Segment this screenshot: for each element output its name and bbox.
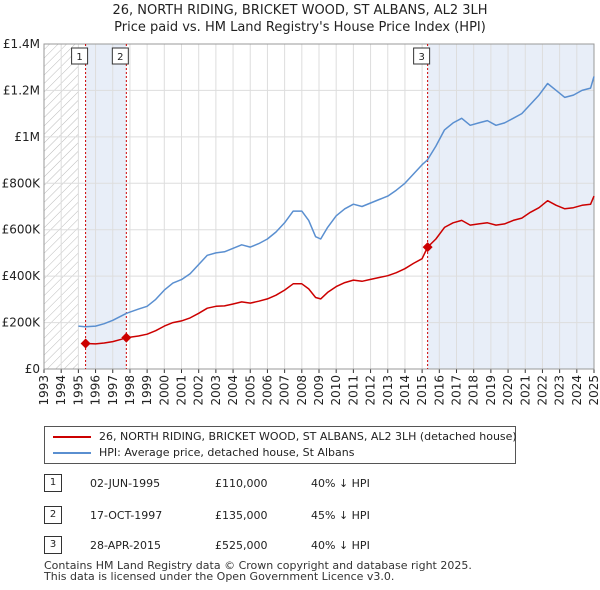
y-tick-label: £1.2M	[3, 83, 40, 97]
x-tick-label: 2013	[381, 375, 395, 406]
x-tick-label: 2016	[432, 375, 446, 406]
transaction-date: 02-JUN-1995	[90, 477, 161, 490]
transaction-price: £135,000	[215, 509, 268, 522]
legend-swatch-hpi	[53, 452, 91, 454]
x-tick-label: 2000	[157, 375, 171, 406]
y-tick-label: £400K	[2, 269, 42, 283]
sale-label-rect	[71, 47, 89, 65]
transaction-number-badge: 1	[44, 474, 62, 492]
sale-label-text: 2	[117, 52, 123, 63]
x-tick-label: 2021	[518, 375, 532, 406]
x-tick-label: 1998	[123, 375, 137, 406]
x-tick-label: 1997	[106, 375, 120, 406]
transaction-price: £110,000	[215, 477, 268, 490]
table-row: 1 02-JUN-1995 £110,000 40% ↓ HPI	[44, 474, 464, 492]
y-tick-label: £0	[25, 362, 40, 376]
transaction-number-badge: 3	[44, 536, 62, 554]
sale-label-rect	[111, 47, 129, 65]
transaction-price: £525,000	[215, 539, 268, 552]
footer-licence: This data is licensed under the Open Gov…	[44, 570, 395, 583]
transaction-hpi-diff: 40% ↓ HPI	[311, 477, 370, 490]
x-tick-label: 1994	[54, 375, 68, 406]
x-tick-label: 1996	[89, 375, 103, 406]
x-tick-label: 2012	[364, 375, 378, 406]
y-tick-label: £600K	[2, 223, 42, 237]
x-tick-label: 1995	[71, 375, 85, 406]
plot-border	[43, 43, 595, 370]
x-tick-label: 2011	[346, 375, 360, 406]
y-tick-label: £1M	[14, 130, 40, 144]
x-tick-label: 2009	[312, 375, 326, 406]
x-tick-label: 2022	[535, 375, 549, 406]
sale-label-box: 2	[111, 47, 129, 65]
property-price-line	[85, 195, 595, 345]
x-tick-label: 1993	[37, 375, 51, 406]
transaction-hpi-diff: 45% ↓ HPI	[311, 509, 370, 522]
footer-copyright: Contains HM Land Registry data © Crown c…	[44, 559, 472, 572]
legend-label-hpi: HPI: Average price, detached house, St A…	[99, 446, 355, 459]
x-tick-label: 2002	[192, 375, 206, 406]
x-tick-label: 2024	[570, 375, 584, 406]
transaction-number-badge: 2	[44, 506, 62, 524]
x-tick-label: 2001	[175, 375, 189, 406]
x-tick-label: 2003	[209, 375, 223, 406]
transaction-hpi-diff: 40% ↓ HPI	[311, 539, 370, 552]
x-tick-label: 2025	[587, 375, 600, 406]
x-tick-label: 2017	[450, 375, 464, 406]
y-tick-label: £1.4M	[3, 37, 40, 51]
x-tick-label: 1999	[140, 375, 154, 406]
sale-point	[121, 332, 132, 343]
sale-label-text: 1	[76, 52, 82, 63]
sale-label-box: 3	[413, 47, 431, 65]
sale-label-rect	[413, 47, 431, 65]
x-tick-label: 2023	[553, 375, 567, 406]
ownership-shade-region	[427, 44, 594, 369]
sale-point	[422, 242, 433, 253]
sale-label-text: 3	[418, 52, 424, 63]
x-tick-label: 2020	[501, 375, 515, 406]
x-tick-label: 2006	[260, 375, 274, 406]
table-row: 2 17-OCT-1997 £135,000 45% ↓ HPI	[44, 506, 464, 524]
transaction-date: 28-APR-2015	[90, 539, 162, 552]
y-tick-label: £800K	[2, 176, 42, 190]
legend-swatch-property	[53, 436, 91, 438]
legend-label-property: 26, NORTH RIDING, BRICKET WOOD, ST ALBAN…	[99, 430, 517, 443]
chart-title-line1: 26, NORTH RIDING, BRICKET WOOD, ST ALBAN…	[112, 3, 488, 18]
x-tick-label: 2019	[484, 375, 498, 406]
x-tick-label: 2015	[415, 375, 429, 406]
transaction-date: 17-OCT-1997	[90, 509, 163, 522]
ownership-shade-region	[85, 44, 127, 369]
sale-label-box: 1	[71, 47, 89, 65]
x-tick-label: 2010	[329, 375, 343, 406]
x-tick-label: 2008	[295, 375, 309, 406]
sale-point	[80, 338, 91, 349]
table-row: 3 28-APR-2015 £525,000 40% ↓ HPI	[44, 536, 464, 554]
chart-title-line2: Price paid vs. HM Land Registry's House …	[114, 20, 486, 35]
x-tick-label: 2005	[243, 375, 257, 406]
x-tick-label: 2014	[398, 375, 412, 406]
legend: 26, NORTH RIDING, BRICKET WOOD, ST ALBAN…	[44, 426, 517, 464]
x-tick-label: 2004	[226, 375, 240, 406]
footer: Contains HM Land Registry data © Crown c…	[44, 560, 472, 582]
y-tick-label: £200K	[2, 316, 42, 330]
x-tick-label: 2007	[278, 375, 292, 406]
hpi-line	[78, 76, 595, 328]
x-tick-label: 2018	[467, 375, 481, 406]
